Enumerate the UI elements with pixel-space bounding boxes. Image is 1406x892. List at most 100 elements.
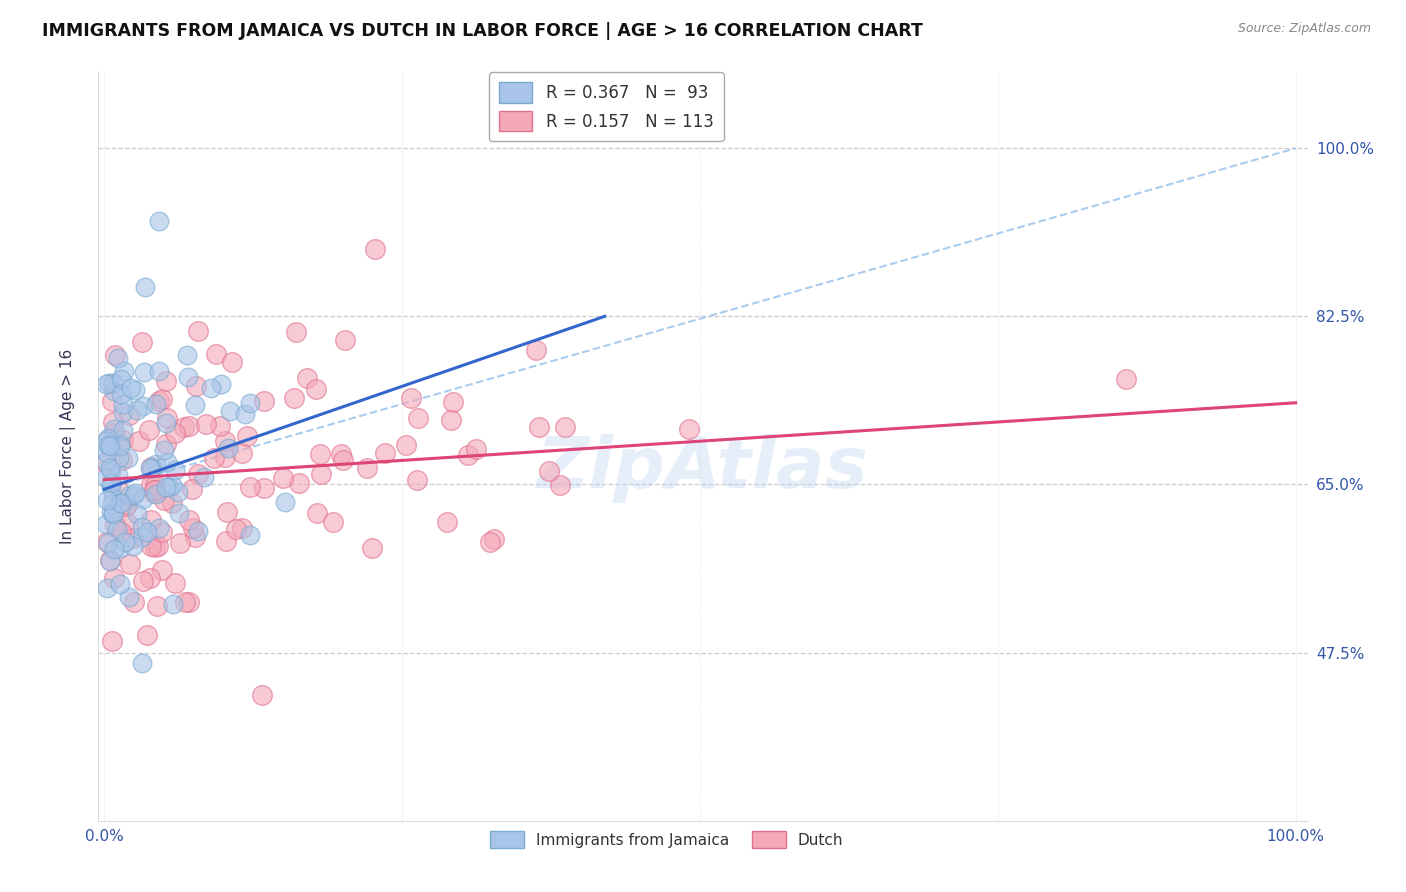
Point: [482, 533, 505, 547]
Point: [117, 517, 139, 532]
Point: [101, 491, 124, 506]
Point: [148, 214, 170, 228]
Point: [187, 324, 209, 338]
Point: [143, 478, 166, 492]
Point: [441, 395, 464, 409]
Point: [97, 535, 120, 549]
Point: [97, 376, 120, 391]
Point: [110, 525, 132, 540]
Point: [184, 530, 207, 544]
Point: [112, 364, 135, 378]
Point: [139, 571, 162, 585]
Point: [529, 419, 551, 434]
Point: [152, 524, 174, 539]
Point: [167, 485, 190, 500]
Point: [1115, 372, 1137, 386]
Point: [150, 563, 173, 577]
Point: [173, 420, 195, 434]
Point: [406, 410, 429, 425]
Point: [217, 442, 239, 456]
Point: [219, 404, 242, 418]
Point: [141, 477, 163, 491]
Point: [96, 445, 118, 459]
Point: [215, 534, 238, 549]
Y-axis label: In Labor Force | Age > 16: In Labor Force | Age > 16: [60, 349, 76, 543]
Point: [110, 372, 132, 386]
Point: [125, 403, 148, 417]
Point: [184, 378, 207, 392]
Text: IMMIGRANTS FROM JAMAICA VS DUTCH IN LABOR FORCE | AGE > 16 CORRELATION CHART: IMMIGRANTS FROM JAMAICA VS DUTCH IN LABO…: [42, 22, 924, 40]
Text: Source: ZipAtlas.com: Source: ZipAtlas.com: [1237, 22, 1371, 36]
Point: [98, 552, 121, 566]
Point: [135, 628, 157, 642]
Point: [131, 656, 153, 670]
Point: [163, 462, 186, 476]
Point: [138, 423, 160, 437]
Point: [124, 595, 146, 609]
Point: [205, 347, 228, 361]
Point: [115, 497, 138, 511]
Point: [146, 599, 169, 613]
Point: [118, 557, 141, 571]
Point: [107, 351, 129, 365]
Point: [124, 488, 146, 502]
Point: [112, 423, 135, 437]
Point: [117, 590, 139, 604]
Point: [110, 496, 132, 510]
Point: [117, 409, 139, 423]
Point: [142, 483, 165, 497]
Point: [103, 425, 125, 440]
Point: [96, 456, 118, 470]
Point: [200, 381, 222, 395]
Point: [233, 407, 256, 421]
Point: [98, 554, 121, 568]
Point: [107, 450, 129, 465]
Point: [225, 522, 247, 536]
Point: [465, 442, 488, 456]
Point: [114, 534, 136, 549]
Point: [145, 486, 167, 500]
Point: [111, 405, 134, 419]
Point: [120, 381, 142, 395]
Point: [155, 375, 177, 389]
Point: [308, 447, 330, 461]
Point: [405, 473, 427, 487]
Point: [165, 576, 187, 591]
Point: [107, 468, 129, 483]
Point: [100, 476, 122, 491]
Point: [96, 453, 118, 467]
Point: [139, 460, 162, 475]
Point: [108, 577, 131, 591]
Point: [128, 434, 150, 448]
Point: [284, 325, 307, 339]
Point: [231, 521, 253, 535]
Point: [131, 530, 153, 544]
Point: [132, 365, 155, 379]
Legend: Immigrants from Jamaica, Dutch: Immigrants from Jamaica, Dutch: [484, 825, 849, 855]
Point: [138, 460, 160, 475]
Point: [96, 493, 118, 508]
Point: [235, 429, 257, 443]
Point: [537, 464, 560, 478]
Point: [118, 487, 141, 501]
Point: [94, 517, 117, 532]
Point: [139, 512, 162, 526]
Point: [239, 480, 262, 494]
Point: [101, 634, 124, 648]
Point: [214, 434, 236, 449]
Point: [141, 461, 163, 475]
Point: [436, 515, 458, 529]
Point: [548, 478, 571, 492]
Point: [332, 453, 354, 467]
Point: [153, 442, 176, 457]
Point: [221, 355, 243, 369]
Point: [103, 422, 125, 436]
Point: [364, 242, 387, 256]
Point: [526, 343, 548, 358]
Point: [322, 515, 344, 529]
Point: [187, 467, 209, 482]
Point: [239, 528, 262, 542]
Point: [274, 494, 297, 508]
Point: [162, 597, 184, 611]
Point: [155, 480, 177, 494]
